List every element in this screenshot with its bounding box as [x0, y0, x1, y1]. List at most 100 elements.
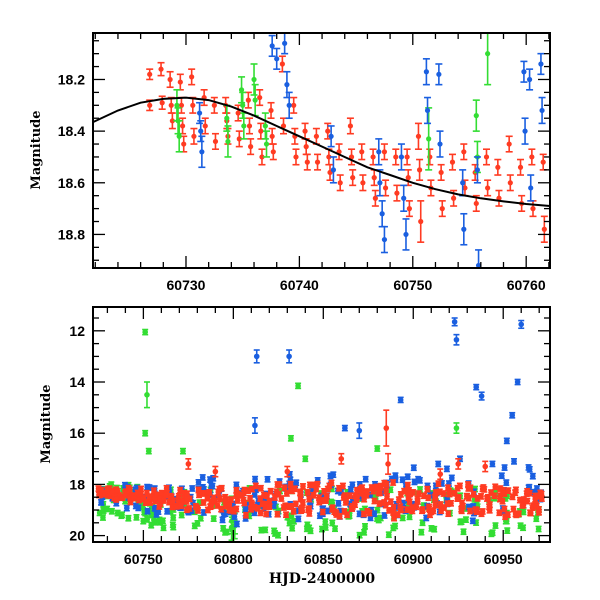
data-point-blue	[503, 437, 510, 445]
marker	[509, 412, 516, 419]
marker	[313, 133, 319, 139]
data-point-red	[495, 189, 503, 207]
data-point-red	[206, 488, 213, 496]
marker	[300, 499, 306, 506]
marker	[454, 485, 461, 492]
data-point-blue	[503, 479, 510, 486]
data-point-green	[250, 63, 258, 96]
data-point-red	[189, 96, 197, 114]
marker	[306, 510, 313, 517]
data-point-green	[119, 511, 126, 519]
data-point-blue	[473, 156, 481, 184]
data-point-red	[267, 487, 274, 495]
data-point-red	[160, 497, 167, 504]
marker	[263, 511, 270, 517]
marker	[293, 501, 299, 507]
data-point-green	[385, 531, 392, 539]
marker	[495, 164, 501, 170]
marker	[306, 505, 313, 512]
marker	[526, 466, 533, 473]
data-point-red	[306, 495, 313, 503]
data-point-blue	[207, 476, 214, 483]
data-point-green	[535, 525, 542, 533]
data-point-green	[419, 519, 426, 527]
data-point-green	[517, 522, 524, 530]
data-point-red	[510, 505, 517, 513]
data-point-red	[501, 490, 508, 497]
data-point-green	[322, 518, 329, 526]
data-point-red	[384, 492, 391, 500]
data-point-blue	[529, 472, 536, 480]
marker	[125, 515, 132, 522]
marker	[331, 508, 338, 515]
data-point-blue	[341, 424, 348, 432]
marker	[528, 185, 534, 191]
data-point-red	[180, 135, 188, 153]
marker	[486, 503, 492, 510]
marker	[514, 379, 521, 385]
marker	[390, 525, 397, 531]
data-point-blue	[286, 349, 293, 364]
marker	[496, 195, 502, 201]
marker	[474, 495, 481, 502]
marker	[485, 51, 491, 57]
marker	[160, 518, 166, 524]
data-point-red	[280, 504, 287, 511]
data-point-red	[387, 498, 394, 506]
marker	[496, 509, 503, 516]
marker	[417, 477, 423, 484]
marker	[210, 495, 217, 501]
data-point-blue	[520, 60, 528, 83]
data-point-red	[392, 148, 400, 166]
marker	[419, 506, 426, 513]
marker	[196, 110, 203, 116]
marker	[212, 138, 219, 145]
marker	[432, 494, 439, 500]
marker	[177, 487, 183, 493]
marker	[356, 511, 363, 517]
data-point-green	[239, 91, 247, 120]
marker	[418, 529, 425, 535]
marker	[518, 321, 525, 328]
marker	[328, 499, 334, 505]
marker	[423, 515, 429, 521]
data-point-green	[356, 531, 363, 539]
data-point-red	[432, 501, 439, 509]
marker	[145, 448, 152, 454]
data-point-green	[143, 381, 150, 409]
data-point-blue	[380, 225, 388, 254]
data-point-green	[145, 447, 152, 455]
data-point-red	[419, 506, 426, 513]
marker	[377, 489, 383, 496]
marker	[144, 516, 151, 523]
data-point-red	[460, 143, 468, 161]
marker	[424, 107, 431, 114]
marker	[147, 499, 153, 506]
data-point-red	[303, 153, 311, 171]
marker	[330, 167, 337, 173]
marker	[223, 529, 230, 535]
data-point-red	[414, 497, 421, 505]
marker	[439, 206, 445, 212]
data-point-red	[371, 189, 379, 207]
marker	[362, 523, 368, 530]
marker	[253, 483, 259, 489]
data-point-red	[458, 507, 465, 515]
marker	[251, 491, 258, 498]
data-point-blue	[268, 34, 276, 58]
marker	[310, 492, 317, 499]
marker	[458, 518, 465, 525]
data-point-red	[210, 494, 217, 502]
marker	[332, 525, 338, 532]
data-point-red	[383, 481, 390, 488]
data-point-green	[375, 516, 382, 524]
data-point-red	[299, 499, 306, 506]
marker	[316, 499, 323, 505]
data-point-green	[504, 527, 511, 535]
marker	[474, 167, 481, 173]
data-point-red	[436, 488, 443, 496]
marker	[225, 138, 231, 145]
marker	[324, 508, 331, 514]
marker	[436, 489, 443, 495]
